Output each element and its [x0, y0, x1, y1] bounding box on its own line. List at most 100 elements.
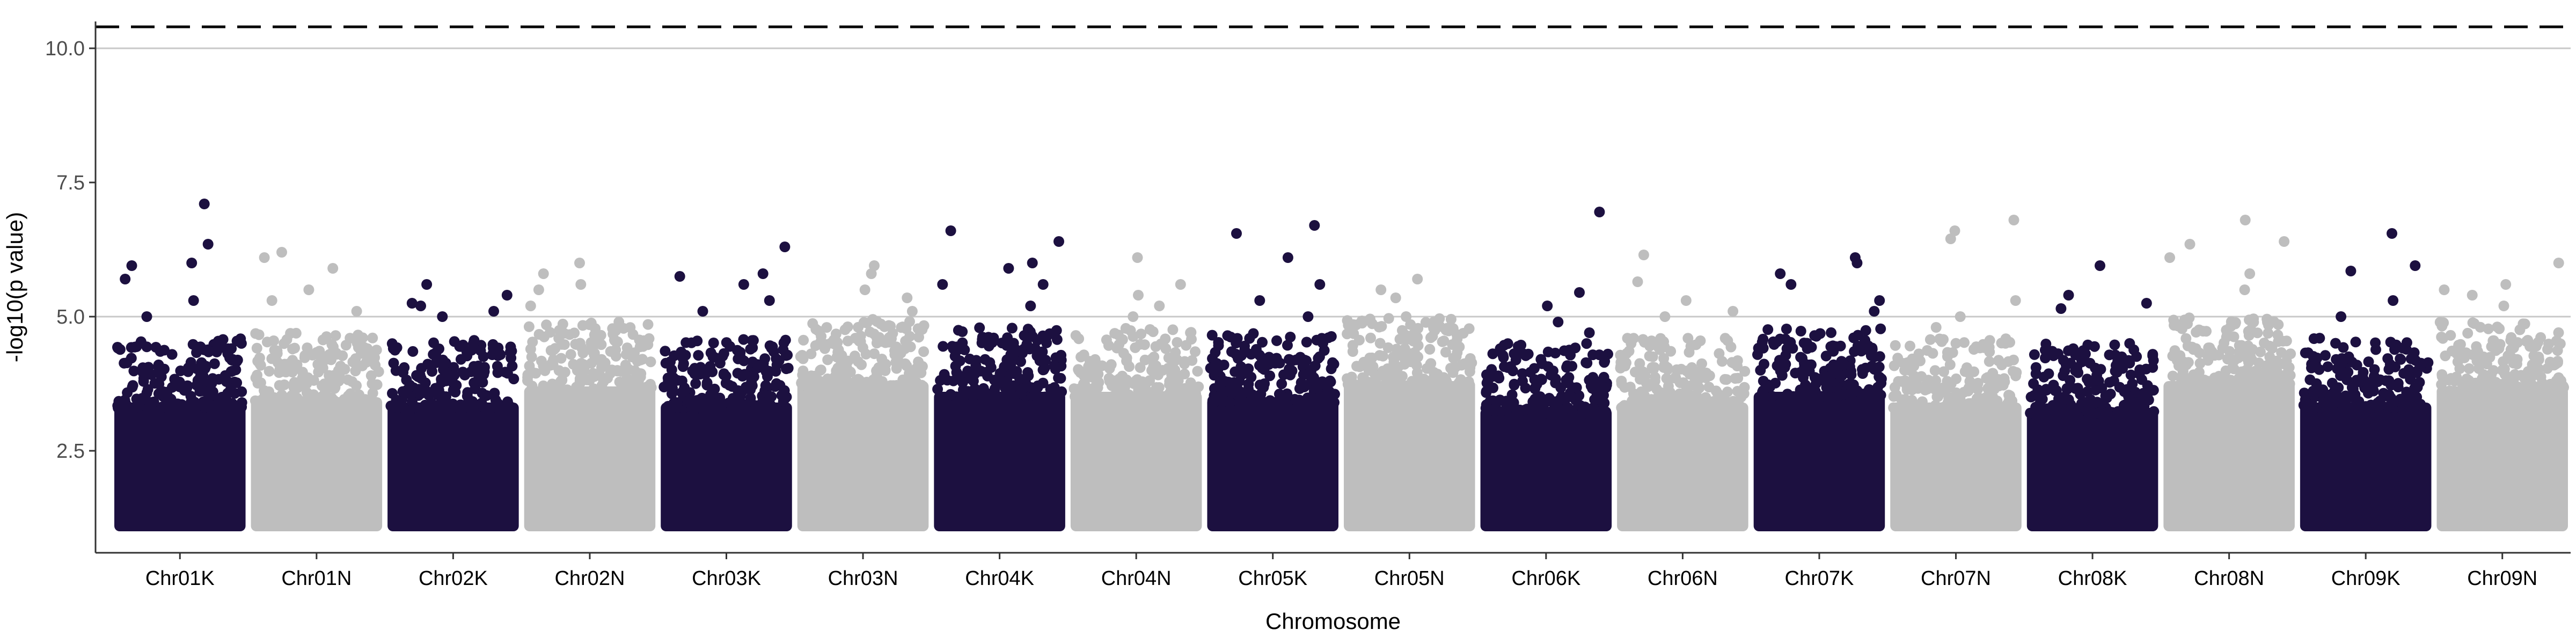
data-point [1301, 336, 1312, 348]
data-point [569, 327, 580, 339]
data-point [1113, 379, 1124, 390]
data-point [705, 347, 716, 358]
data-point [213, 374, 224, 385]
data-point [1264, 370, 1276, 382]
peak-point [1302, 311, 1314, 322]
data-point [821, 339, 832, 350]
data-point [1944, 359, 1956, 370]
peak-point [266, 295, 277, 306]
data-point [1136, 390, 1147, 401]
data-point [2029, 349, 2040, 360]
data-point [1686, 362, 1697, 373]
data-point [766, 391, 777, 402]
data-point [974, 322, 985, 333]
data-point [1839, 359, 1850, 370]
data-point [317, 362, 328, 374]
data-point [1636, 402, 1648, 413]
peak-point [1785, 279, 1797, 290]
data-point [883, 320, 895, 331]
data-point [768, 346, 779, 357]
data-point [398, 367, 409, 378]
data-point [287, 343, 298, 355]
data-point [2125, 369, 2136, 380]
data-point [1051, 334, 1063, 345]
peak-point [1869, 306, 1880, 317]
data-point [1984, 356, 1995, 367]
data-point [782, 349, 793, 361]
data-point [2173, 360, 2184, 371]
data-point [2244, 367, 2256, 378]
data-point [2338, 342, 2349, 353]
data-point [1498, 352, 1509, 363]
data-point [2139, 401, 2150, 412]
data-point [1658, 353, 1670, 364]
data-point [1550, 407, 1562, 419]
peak-point [906, 306, 918, 317]
x-tick-label: Chr02K [419, 567, 488, 590]
data-point [1984, 342, 1995, 353]
data-point [1017, 383, 1028, 394]
data-point [1928, 377, 1939, 388]
data-point [330, 330, 341, 341]
data-point [621, 342, 633, 354]
data-point [459, 369, 471, 380]
data-point [2505, 334, 2516, 346]
data-point [231, 335, 243, 347]
data-point [832, 347, 844, 358]
data-point [2343, 367, 2354, 378]
x-tick-label: Chr03N [828, 567, 898, 590]
peak-point [2553, 258, 2564, 268]
data-point [616, 385, 627, 396]
data-point [2395, 353, 2406, 364]
data-point [1739, 382, 1750, 393]
data-point [709, 383, 720, 394]
chromosome-band-Chr08N [2163, 381, 2295, 531]
data-point [577, 347, 589, 358]
peak-point [1949, 225, 1960, 236]
data-point [829, 339, 840, 350]
data-point [957, 326, 968, 337]
data-point [2104, 349, 2115, 361]
data-point [2300, 397, 2311, 408]
data-point [1570, 342, 1581, 354]
data-point [1550, 347, 1561, 358]
data-point [2184, 312, 2195, 324]
peak-point [421, 279, 433, 290]
data-point [1447, 367, 1459, 378]
data-point [2180, 333, 2192, 344]
data-point [1889, 360, 1900, 371]
data-point [2227, 378, 2238, 389]
data-point [2414, 377, 2425, 388]
data-point [1172, 337, 1183, 348]
data-point [1589, 394, 1600, 405]
data-point [2552, 357, 2563, 368]
peak-point [2500, 279, 2512, 290]
data-point [2072, 383, 2083, 394]
data-point [373, 366, 384, 377]
data-point [2472, 383, 2483, 394]
data-point [2108, 375, 2119, 386]
data-point [1247, 396, 1258, 407]
data-point [1323, 392, 1334, 404]
data-point [2112, 406, 2124, 417]
peak-point [2387, 228, 2397, 239]
data-point [1528, 363, 1540, 374]
data-point [1319, 345, 1330, 356]
data-point [236, 386, 247, 397]
data-point [2385, 336, 2396, 348]
data-point [1278, 369, 1289, 380]
chromosome-band-Chr06K [1480, 408, 1612, 531]
data-point [1279, 393, 1291, 405]
data-point [738, 334, 749, 345]
data-point [993, 391, 1004, 402]
data-point [2438, 317, 2449, 328]
data-point [1797, 391, 1809, 402]
axes [94, 21, 2571, 554]
data-point [976, 337, 987, 348]
data-point [1326, 363, 1337, 375]
peak-point [501, 290, 513, 301]
data-point [1373, 321, 1385, 333]
data-point [1637, 334, 1649, 345]
data-point [825, 378, 837, 390]
peak-point [738, 279, 749, 290]
